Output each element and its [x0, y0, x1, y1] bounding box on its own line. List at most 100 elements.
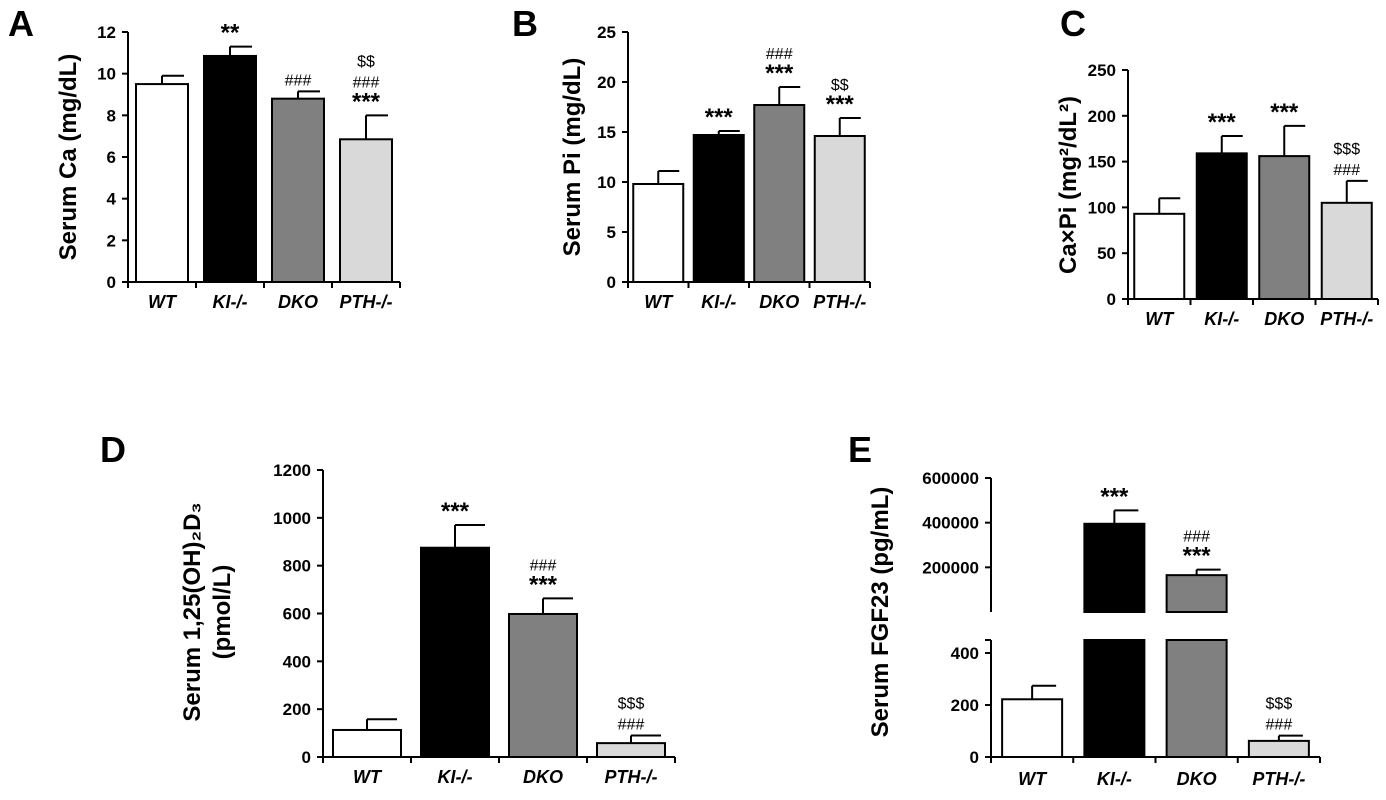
significance-mark: ###	[618, 716, 645, 733]
category-label: DKO	[1264, 309, 1304, 329]
bar-pth-	[1320, 201, 1373, 301]
y-tick-label: 20	[597, 73, 616, 92]
significance-star: ***	[1100, 483, 1129, 510]
y-axis-label: Serum FGF23 (pg/mL)	[867, 487, 894, 738]
y-tick-label: 1000	[273, 509, 311, 528]
category-label: KI-/-	[438, 767, 473, 787]
bar-wt	[332, 728, 402, 759]
category-label: WT	[148, 292, 178, 312]
y-tick-label: 100	[1088, 198, 1116, 217]
panel-letter: A	[8, 3, 34, 44]
category-label: DKO	[278, 292, 318, 312]
significance-mark: $$	[357, 53, 375, 70]
significance-mark: ###	[530, 557, 557, 574]
bar-ki-	[692, 134, 745, 283]
significance-mark: $$$	[618, 695, 645, 712]
significance-star: ***	[352, 88, 381, 115]
y-tick-label: 12	[97, 23, 116, 42]
y-tick-label: 800	[283, 557, 311, 576]
y-axis-label: Serum Ca (mg/dL)	[55, 54, 82, 261]
category-label: WT	[353, 767, 383, 787]
bar-wt	[632, 183, 685, 283]
significance-star: ***	[1270, 99, 1299, 126]
y-tick-label: 10	[597, 173, 616, 192]
y-tick-label: 15	[597, 123, 616, 142]
significance-mark: ###	[1333, 162, 1360, 179]
bar-dko-upper	[1165, 574, 1228, 614]
y-tick-label: 0	[970, 748, 979, 767]
bar-ki-	[1195, 152, 1248, 300]
panel-e: E 200000 400000 600000 0 200 400 WT KI-/- *** DKO *…	[848, 429, 1321, 789]
y-tick-label: 10	[97, 65, 116, 84]
significance-mark: $$$	[1266, 696, 1293, 713]
y-tick-label: 200	[1088, 107, 1116, 126]
bar-dko	[753, 104, 806, 283]
category-label: DKO	[523, 767, 563, 787]
category-label: PTH-/-	[340, 292, 393, 312]
significance-mark: ###	[285, 72, 312, 89]
category-label: PTH-/-	[605, 767, 658, 787]
significance-mark: ###	[1266, 717, 1293, 734]
panel-letter: C	[1060, 3, 1086, 44]
bar-pth-	[813, 135, 866, 283]
bar-dko-lower	[1165, 639, 1228, 758]
bar-pth-	[1247, 739, 1310, 759]
significance-mark: ###	[766, 46, 793, 63]
panel-letter: E	[848, 429, 872, 470]
significance-mark: $$	[831, 77, 849, 94]
significance-star: ***	[529, 571, 558, 598]
y-tick-label: 5	[607, 223, 616, 242]
significance-star: ***	[705, 104, 734, 131]
y-tick-label: 8	[107, 106, 116, 125]
y-axis-label: Ca×Pi (mg²/dL²)	[1055, 96, 1082, 274]
y-tick-label: 400	[951, 644, 979, 663]
y-axis-label: (pmol/L)	[209, 565, 236, 660]
y-tick-label: 0	[107, 273, 116, 292]
y-tick-label: 600000	[922, 469, 979, 488]
y-tick-label: 4	[107, 190, 117, 209]
category-label: KI-/-	[1097, 769, 1132, 789]
category-label: KI-/-	[213, 292, 248, 312]
y-tick-label: 400	[283, 652, 311, 671]
category-label: WT	[644, 292, 674, 312]
significance-star: ***	[765, 60, 794, 87]
bar-dko	[1258, 155, 1311, 300]
panel-c: C 0 50 100 150 200 250 WT KI-/- *** DKO *** PTH-/- ##…	[1055, 3, 1379, 329]
y-tick-label: 25	[597, 23, 616, 42]
significance-star: ***	[826, 91, 855, 118]
y-tick-label: 400000	[922, 514, 979, 533]
y-tick-label: 0	[302, 748, 311, 767]
significance-star: ***	[1183, 543, 1212, 570]
bar-ki--lower	[1083, 639, 1146, 758]
category-label: DKO	[1177, 769, 1217, 789]
bar-pth-	[596, 742, 666, 759]
significance-star: ***	[1208, 109, 1237, 136]
bar-dko	[508, 612, 578, 758]
y-axis-label: Serum Pi (mg/dL)	[559, 58, 586, 257]
y-tick-label: 150	[1088, 153, 1116, 172]
y-tick-label: 50	[1097, 244, 1116, 263]
y-tick-label: 0	[1107, 290, 1116, 309]
bar-ki-	[203, 54, 257, 284]
significance-star: ***	[441, 498, 470, 525]
y-tick-label: 600	[283, 605, 311, 624]
y-tick-label: 200000	[922, 558, 979, 577]
bar-dko	[271, 97, 325, 283]
bar-ki-	[420, 546, 490, 759]
category-label: KI-/-	[1204, 309, 1239, 329]
category-label: WT	[1018, 769, 1048, 789]
bar-wt	[1001, 698, 1064, 759]
significance-star: **	[221, 20, 240, 47]
significance-mark: $$$	[1333, 141, 1360, 158]
category-label: WT	[1145, 309, 1175, 329]
category-label: PTH-/-	[813, 292, 866, 312]
panel-letter: B	[512, 3, 538, 44]
y-axis-label: Serum 1,25(OH)₂D₃	[179, 502, 206, 721]
bar-ki--upper	[1083, 522, 1146, 613]
y-tick-label: 1200	[273, 461, 311, 480]
significance-mark: ###	[1183, 529, 1210, 546]
